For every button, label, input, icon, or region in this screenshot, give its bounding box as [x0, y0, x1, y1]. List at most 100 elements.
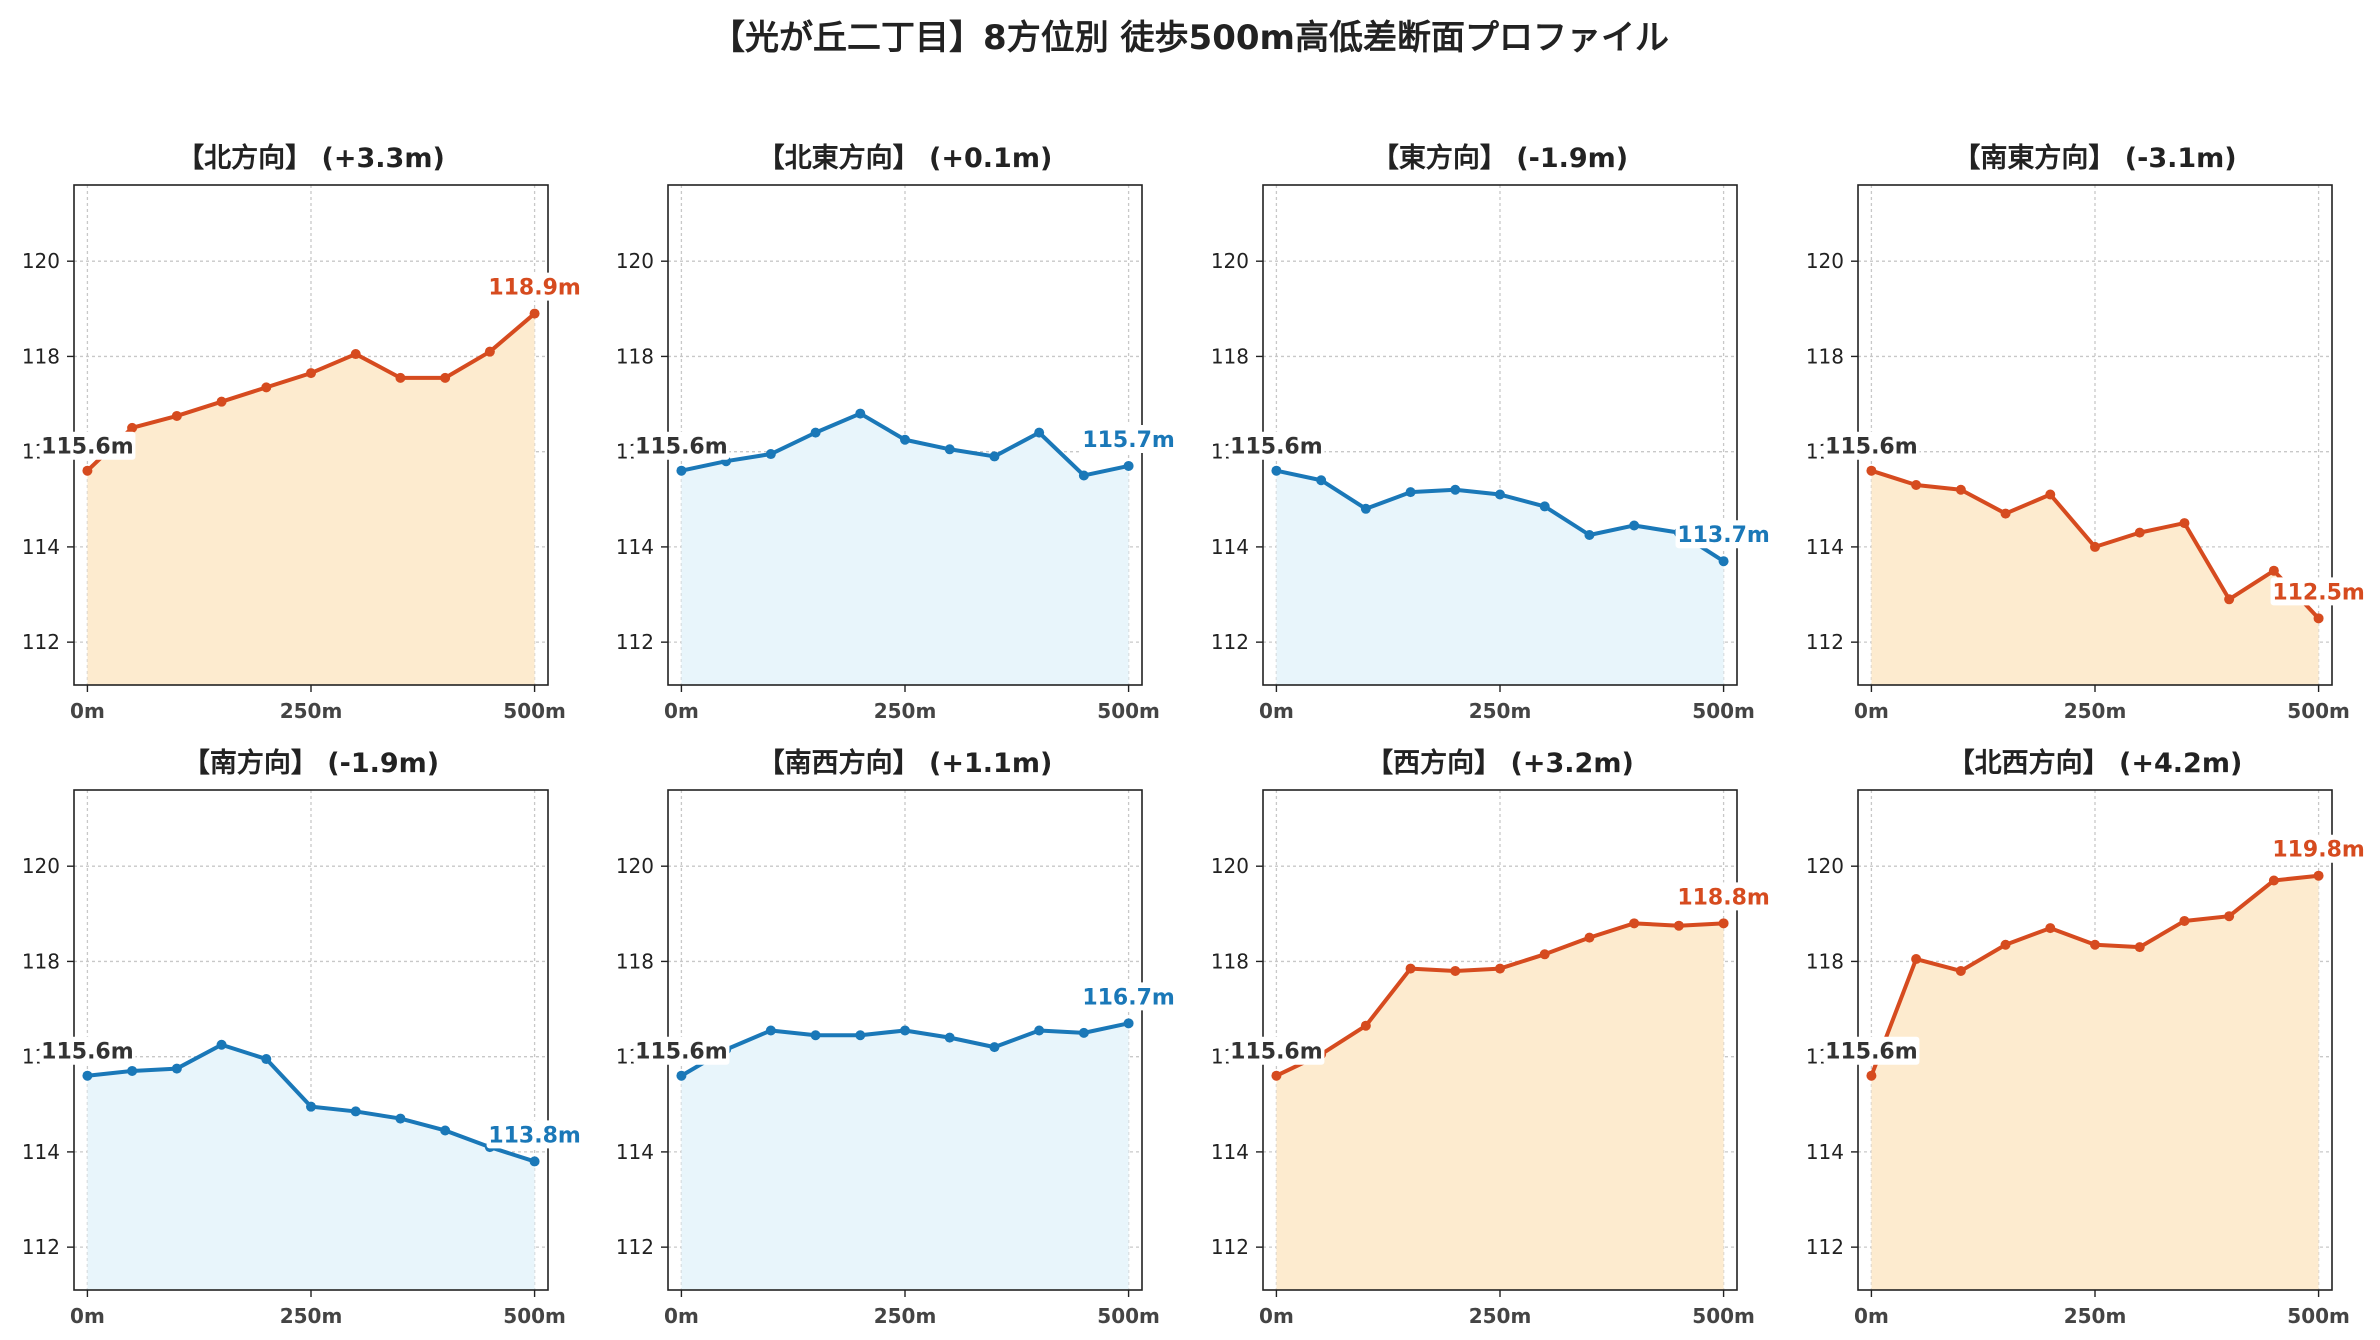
page-title: 【光が丘二丁目】8方位別 徒歩500m高低差断面プロファイル	[711, 18, 1669, 58]
end-label-box	[1675, 882, 1772, 911]
data-point	[350, 1106, 361, 1117]
y-tick-label: 118	[1806, 344, 1844, 368]
y-tick-label: 120	[1806, 854, 1844, 878]
x-tick-label: 0m	[1259, 1304, 1294, 1328]
data-point	[1078, 470, 1089, 481]
data-point	[529, 308, 540, 319]
data-point	[1495, 489, 1505, 500]
data-point	[2134, 527, 2145, 538]
end-label-box	[2270, 577, 2367, 606]
data-point	[350, 349, 361, 360]
start-value-label: 115.6m	[635, 1040, 728, 1065]
y-tick-label: 114	[22, 1140, 60, 1164]
data-point	[855, 408, 866, 419]
x-tick-label: 500m	[1097, 1304, 1160, 1328]
x-tick-label: 500m	[1692, 1304, 1755, 1328]
data-point	[1584, 530, 1595, 540]
start-value-label: 115.6m	[41, 435, 134, 460]
data-point	[261, 382, 272, 393]
data-point	[2313, 870, 2324, 881]
end-label-box	[1080, 982, 1177, 1011]
data-point	[1123, 1018, 1134, 1029]
chart-panel-7: 【西方向】 (+3.2m)1121141161181200m250m500m11…	[1211, 747, 1772, 1328]
panel-title: 【西方向】 (+3.2m)	[1366, 747, 1634, 779]
area-fill	[1276, 923, 1724, 1290]
data-point	[216, 396, 227, 407]
data-point	[2179, 518, 2190, 529]
chart-panel-5: 【南方向】 (-1.9m)1121141161181200m250m500m11…	[22, 747, 583, 1328]
data-point	[484, 346, 495, 357]
y-tick-label: 118	[1211, 344, 1249, 368]
data-point	[1034, 1025, 1045, 1036]
x-tick-label: 0m	[664, 699, 699, 723]
area-fill	[681, 1023, 1129, 1290]
data-point	[127, 422, 138, 433]
data-point	[855, 1030, 866, 1041]
y-tick-label: 118	[1806, 949, 1844, 973]
data-point	[1866, 1070, 1877, 1081]
data-point	[1629, 520, 1640, 531]
data-point	[944, 444, 955, 455]
area-fill	[1276, 470, 1724, 685]
data-point	[306, 368, 316, 379]
data-point	[1718, 556, 1729, 567]
y-tick-label: 118	[616, 949, 654, 973]
end-label-box	[1675, 520, 1772, 549]
start-label-box	[1823, 1036, 1920, 1065]
end-value-label: 113.8m	[488, 1123, 581, 1148]
start-label-box	[39, 431, 136, 460]
x-tick-label: 250m	[280, 699, 343, 723]
x-tick-label: 0m	[664, 1304, 699, 1328]
start-value-label: 115.6m	[635, 435, 728, 460]
end-value-label: 118.8m	[1677, 885, 1770, 910]
data-point	[989, 451, 1000, 462]
panel-title: 【北東方向】 (+0.1m)	[758, 142, 1053, 174]
data-point	[1911, 480, 1922, 490]
data-point	[1673, 920, 1684, 931]
x-tick-label: 250m	[874, 1304, 937, 1328]
data-point	[2224, 911, 2235, 922]
panel-title: 【南方向】 (-1.9m)	[183, 747, 439, 779]
data-point	[900, 1025, 910, 1036]
data-point	[1078, 1027, 1089, 1038]
y-tick-label: 112	[1806, 1235, 1844, 1259]
data-point	[395, 372, 406, 383]
end-value-label: 118.9m	[488, 276, 581, 301]
end-label-box	[1080, 424, 1177, 453]
data-point	[82, 465, 93, 476]
data-point	[1539, 949, 1550, 960]
data-point	[944, 1032, 955, 1043]
start-label-box	[39, 1036, 136, 1065]
data-point	[1316, 475, 1327, 486]
y-tick-label: 114	[22, 535, 60, 559]
y-tick-label: 120	[22, 249, 60, 273]
y-tick-label: 118	[1211, 949, 1249, 973]
data-point	[1450, 484, 1461, 495]
x-tick-label: 500m	[1692, 699, 1755, 723]
data-point	[989, 1042, 1000, 1053]
end-value-label: 112.5m	[2272, 580, 2365, 605]
data-point	[810, 1030, 821, 1041]
y-tick-label: 112	[22, 630, 60, 654]
x-tick-label: 250m	[1469, 699, 1532, 723]
start-label-box	[1228, 1036, 1325, 1065]
data-point	[2179, 915, 2190, 926]
y-tick-label: 112	[22, 1235, 60, 1259]
panel-title: 【南東方向】 (-3.1m)	[1953, 142, 2236, 174]
data-point	[676, 1070, 687, 1081]
y-tick-label: 112	[616, 1235, 654, 1259]
y-tick-label: 118	[616, 344, 654, 368]
data-point	[1271, 465, 1282, 476]
x-tick-label: 500m	[2287, 699, 2350, 723]
data-point	[82, 1070, 93, 1081]
x-tick-label: 250m	[2064, 1304, 2127, 1328]
y-tick-label: 118	[22, 344, 60, 368]
y-tick-label: 112	[1806, 630, 1844, 654]
chart-panel-8: 【北西方向】 (+4.2m)1121141161181200m250m500m1…	[1806, 747, 2367, 1328]
x-tick-label: 0m	[70, 699, 105, 723]
data-point	[1360, 1020, 1371, 1031]
x-tick-label: 0m	[1259, 699, 1294, 723]
y-tick-label: 114	[616, 1140, 654, 1164]
y-tick-label: 120	[1806, 249, 1844, 273]
start-label-box	[1823, 431, 1920, 460]
